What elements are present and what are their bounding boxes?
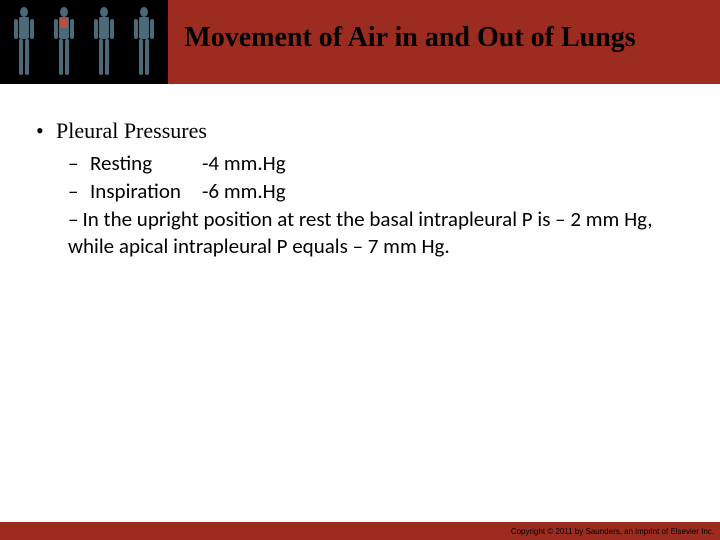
bullet-level-1: •Pleural Pressures — [36, 118, 692, 144]
bullet-level-2-wrap: –In the upright position at rest the bas… — [68, 206, 692, 261]
bullet-level-2: – Resting -4 mm.Hg — [68, 150, 692, 176]
dash-marker: – — [68, 178, 90, 204]
dash-marker: – — [68, 150, 90, 176]
dash-marker: – — [68, 206, 78, 232]
measure-value: -4 mm.Hg — [202, 150, 286, 176]
copyright-text: Copyright © 2011 by Saunders, an imprint… — [511, 527, 714, 536]
bullet-level-2: – Inspiration -6 mm.Hg — [68, 178, 692, 204]
footer-bar: Copyright © 2011 by Saunders, an imprint… — [0, 522, 720, 540]
bullet-text: Pleural Pressures — [56, 118, 207, 143]
anatomy-figure-icon — [48, 4, 80, 80]
anatomy-figure-icon — [8, 4, 40, 80]
anatomy-figure-icon — [88, 4, 120, 80]
measure-label: Inspiration — [90, 178, 202, 204]
header-bar: Movement of Air in and Out of Lungs — [0, 0, 720, 84]
bullet-marker: • — [36, 118, 56, 144]
page-title: Movement of Air in and Out of Lungs — [120, 22, 700, 54]
content-area: •Pleural Pressures – Resting -4 mm.Hg – … — [0, 84, 720, 261]
measure-label: Resting — [90, 150, 202, 176]
bullet-text-wrap: In the upright position at rest the basa… — [68, 206, 653, 259]
measure-value: -6 mm.Hg — [202, 178, 286, 204]
